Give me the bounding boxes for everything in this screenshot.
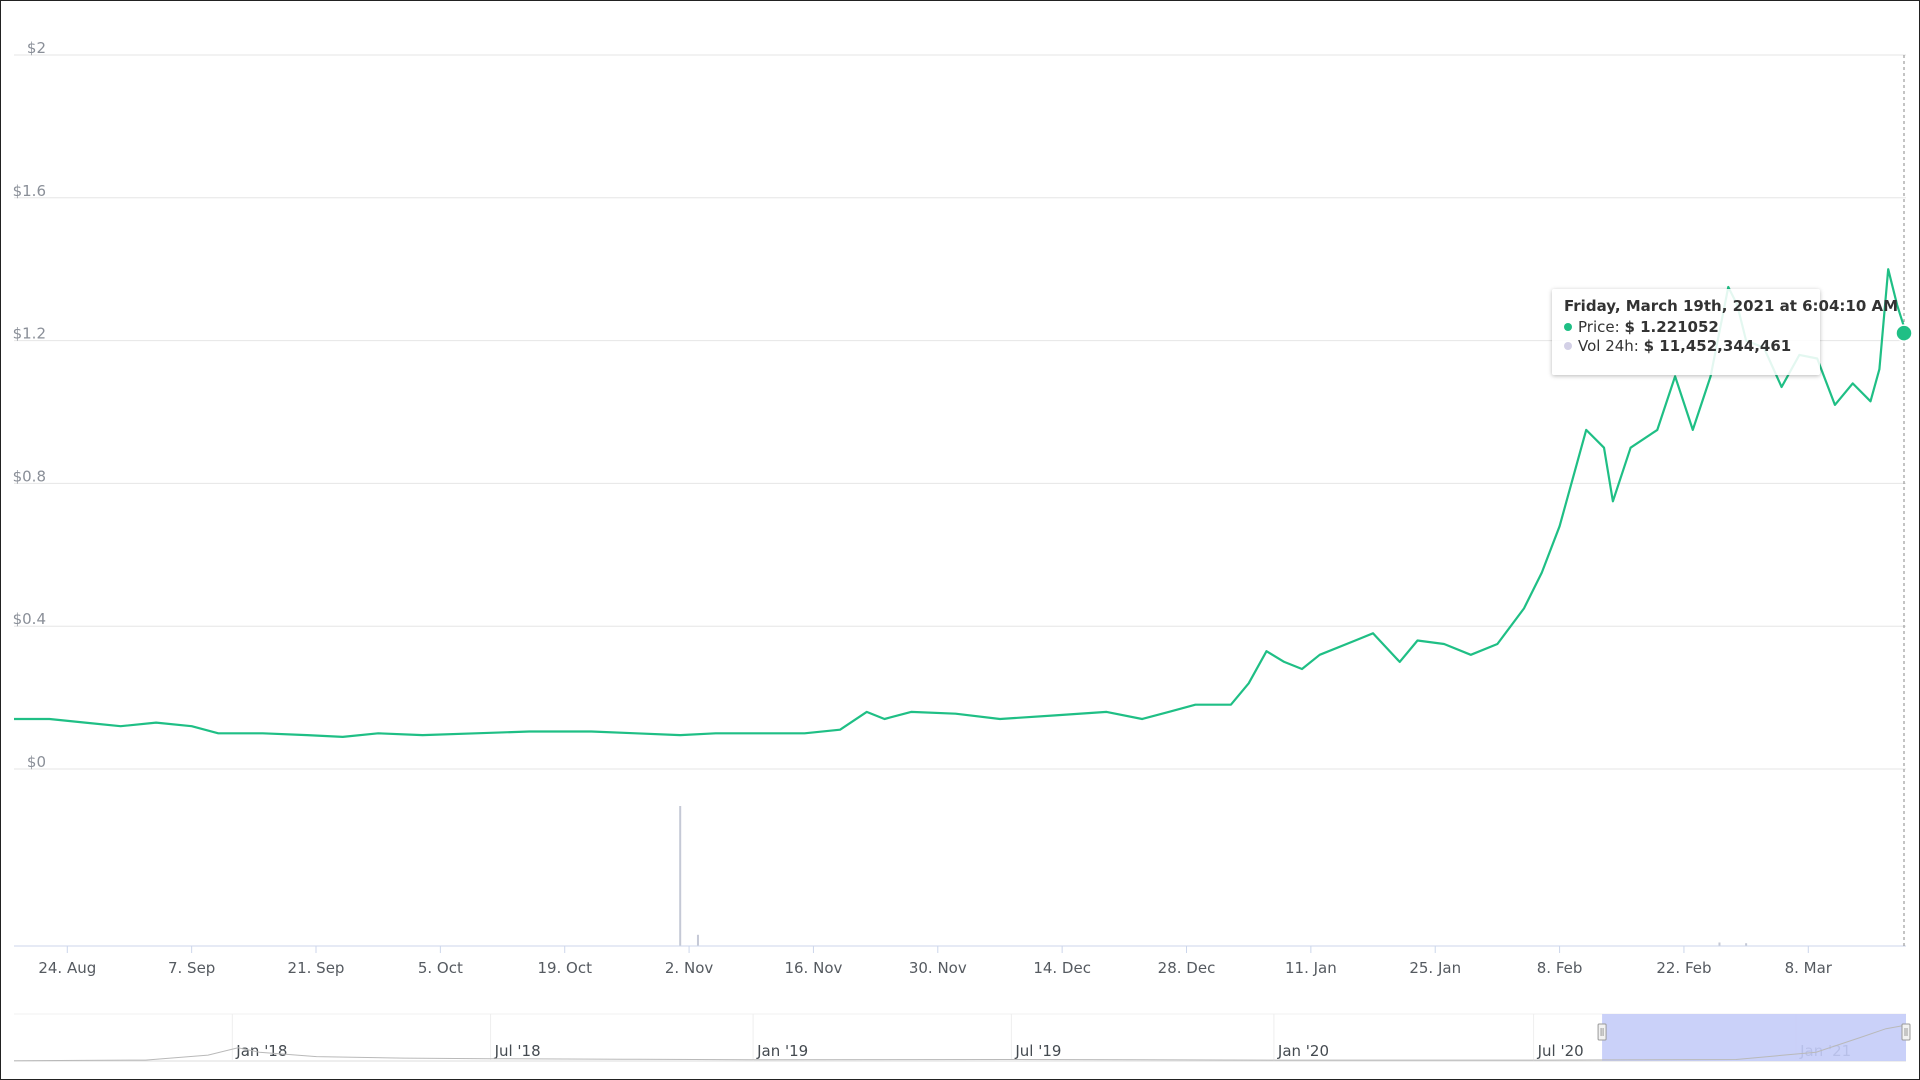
y-tick-label: $0.8 (13, 467, 46, 485)
volume-bar[interactable] (679, 806, 682, 946)
x-tick-label: 11. Jan (1285, 959, 1337, 977)
x-tick-label: 7. Sep (168, 959, 215, 977)
x-tick-label: 28. Dec (1158, 959, 1216, 977)
x-tick-label: 22. Feb (1656, 959, 1711, 977)
tooltip-price-label: Price: (1578, 318, 1620, 336)
tooltip-price-value: $ 1.221052 (1624, 318, 1719, 336)
x-tick-label: 19. Oct (537, 959, 592, 977)
handle-box[interactable] (1597, 1023, 1607, 1041)
tooltip-volume-label: Vol 24h: (1578, 337, 1639, 355)
volume-bars (679, 806, 1748, 947)
y-axis-ticks: $0 $0.4 $0.8 $1.2 $1.6 $2 (13, 39, 46, 771)
tooltip-date: Friday, March 19th, 2021 at 6:04:10 AM (1564, 297, 1899, 315)
volume-bar[interactable] (1745, 943, 1748, 946)
navigator-tick-label: Jan '19 (756, 1042, 808, 1060)
x-tick-label: 8. Mar (1785, 959, 1833, 977)
volume-bar[interactable] (1718, 942, 1721, 947)
tooltip-volume-value: $ 11,452,344,461 (1643, 337, 1792, 355)
tooltip-price-row: Price: $ 1.221052 (1564, 318, 1808, 337)
y-tick-label: $0.4 (13, 610, 46, 628)
navigator[interactable]: Jan '18 Jul '18 Jan '19 Jul '19 Jan '20 Jul '… (13, 1013, 1911, 1062)
y-tick-label: $0 (27, 753, 46, 771)
x-tick-label: 25. Jan (1409, 959, 1461, 977)
x-tick-label: 21. Sep (288, 959, 345, 977)
handle-box[interactable] (1901, 1023, 1911, 1041)
x-tick-label: 2. Nov (665, 959, 713, 977)
x-tick-label: 14. Dec (1033, 959, 1091, 977)
x-tick-label: 30. Nov (909, 959, 967, 977)
price-dot-icon (1564, 323, 1572, 331)
navigator-tick-label: Jul '18 (494, 1042, 541, 1060)
x-axis-ticks[interactable]: 24. Aug 7. Sep 21. Sep 5. Oct 19. Oct 2. Nov 1… (38, 946, 1833, 977)
hover-point-marker[interactable] (1895, 324, 1913, 342)
navigator-right-handle[interactable] (1901, 1023, 1911, 1041)
x-tick-label: 24. Aug (38, 959, 96, 977)
navigator-selection[interactable] (1602, 1014, 1906, 1061)
volume-dot-icon (1564, 342, 1572, 350)
navigator-tick-label: Jan '20 (1277, 1042, 1329, 1060)
y-tick-label: $1.6 (13, 182, 46, 200)
x-tick-label: 5. Oct (418, 959, 463, 977)
tooltip-volume-row: Vol 24h: $ 11,452,344,461 (1564, 337, 1808, 356)
y-tick-label: $1.2 (13, 325, 46, 343)
volume-bar[interactable] (696, 934, 699, 946)
price-tooltip: Friday, March 19th, 2021 at 6:04:10 AM P… (1552, 289, 1899, 375)
y-tick-label: $2 (27, 39, 46, 57)
navigator-tick-label: Jul '19 (1014, 1042, 1061, 1060)
navigator-tick-label: Jan '18 (235, 1042, 287, 1060)
navigator-line (13, 1024, 1907, 1062)
navigator-tick-label: Jul '20 (1537, 1042, 1584, 1060)
x-tick-label: 8. Feb (1537, 959, 1583, 977)
grid-lines (14, 54, 1906, 770)
navigator-left-handle[interactable] (1597, 1023, 1607, 1041)
x-tick-label: 16. Nov (784, 959, 842, 977)
